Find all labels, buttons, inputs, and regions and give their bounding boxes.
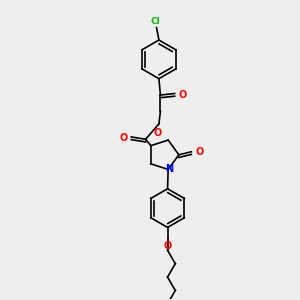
Text: O: O [178, 90, 187, 100]
Text: O: O [153, 128, 162, 138]
Text: N: N [165, 164, 173, 174]
Text: O: O [119, 133, 128, 143]
Text: O: O [195, 147, 203, 157]
Text: Cl: Cl [150, 17, 160, 26]
Text: O: O [164, 241, 172, 251]
